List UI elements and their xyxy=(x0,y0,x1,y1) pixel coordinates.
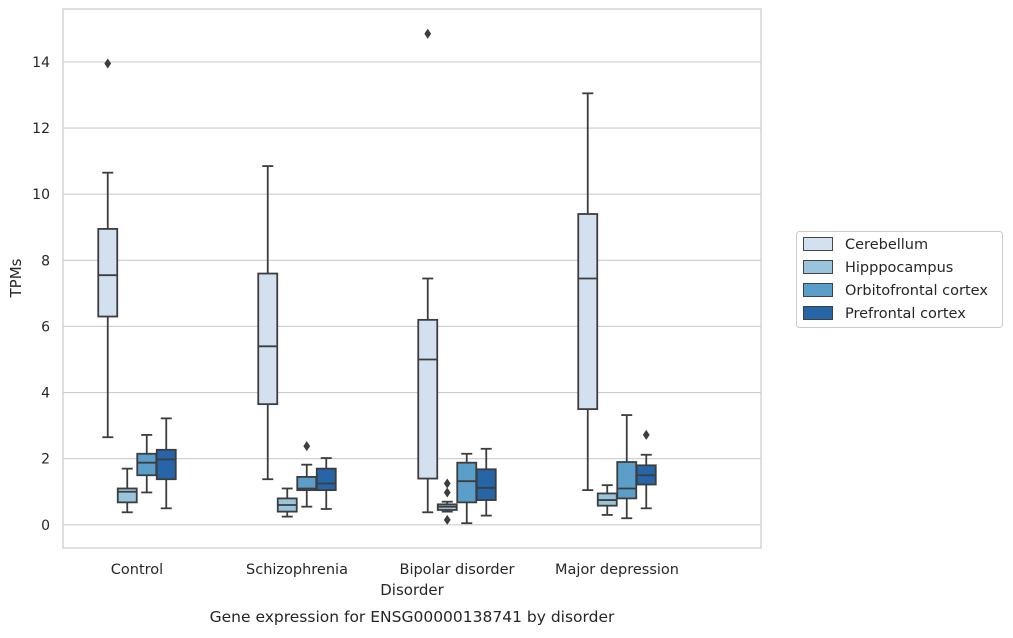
box xyxy=(577,213,599,411)
y-axis-label: TPMs xyxy=(7,258,25,298)
outlier-point xyxy=(443,487,451,498)
box xyxy=(456,461,478,504)
outlier-point xyxy=(443,514,451,525)
y-tick-label: 10 xyxy=(32,187,50,203)
box xyxy=(315,467,337,492)
legend-swatch xyxy=(803,306,833,320)
box-group xyxy=(436,478,458,525)
x-axis-label: Disorder xyxy=(380,581,444,599)
y-tick-label: 2 xyxy=(41,452,50,468)
box-group xyxy=(315,457,337,510)
legend-label: Orbitofrontal cortex xyxy=(845,283,988,299)
box-group xyxy=(296,441,318,508)
chart-title: Gene expression for ENSG00000138741 by d… xyxy=(210,608,615,626)
box-group xyxy=(596,484,618,516)
box xyxy=(616,461,638,500)
box-group xyxy=(417,28,439,514)
box-group xyxy=(577,92,599,492)
grid-layer xyxy=(63,61,761,526)
box-layer xyxy=(97,28,657,525)
box xyxy=(155,448,177,481)
outlier-point xyxy=(642,429,650,440)
box-group xyxy=(257,165,279,481)
outlier-point xyxy=(443,478,451,489)
y-tick-labels: 0 2 4 6 8 10 12 14 xyxy=(32,55,50,534)
legend: Cerebellum Hipppocampus Orbitofrontal cort… xyxy=(796,231,1003,328)
box xyxy=(116,487,138,504)
plot-frame xyxy=(62,8,762,549)
y-tick-label: 12 xyxy=(32,121,50,137)
box-group xyxy=(155,417,177,510)
legend-frame xyxy=(796,231,1003,328)
x-tick-label: Schizophrenia xyxy=(246,562,348,578)
outlier-point xyxy=(424,28,432,39)
box xyxy=(475,468,497,501)
box xyxy=(97,227,119,318)
x-tick-label: Bipolar disorder xyxy=(400,562,515,578)
box-group xyxy=(276,487,298,518)
box-group xyxy=(635,429,657,510)
box-group xyxy=(475,447,497,517)
legend-swatch xyxy=(803,283,833,297)
x-tick-labels: Control Schizophrenia Bipolar disorder Majo… xyxy=(111,562,679,578)
box xyxy=(417,318,439,480)
outlier-point xyxy=(303,441,311,452)
outlier-point xyxy=(104,58,112,69)
x-tick-label: Major depression xyxy=(555,562,679,578)
y-tick-label: 8 xyxy=(41,253,50,269)
legend-swatch xyxy=(803,260,833,274)
y-tick-label: 14 xyxy=(32,55,50,71)
box-group xyxy=(97,58,119,439)
x-tick-label: Control xyxy=(111,562,163,578)
box-group xyxy=(456,452,478,525)
legend-label: Prefrontal cortex xyxy=(845,306,966,322)
legend-label: Hipppocampus xyxy=(845,260,953,276)
y-tick-label: 4 xyxy=(41,386,50,402)
legend-label: Cerebellum xyxy=(845,237,928,253)
box-group xyxy=(116,467,138,514)
box xyxy=(257,272,279,406)
y-tick-label: 6 xyxy=(41,319,50,335)
y-tick-label: 0 xyxy=(41,518,50,534)
legend-swatch xyxy=(803,237,833,251)
box xyxy=(136,452,158,477)
